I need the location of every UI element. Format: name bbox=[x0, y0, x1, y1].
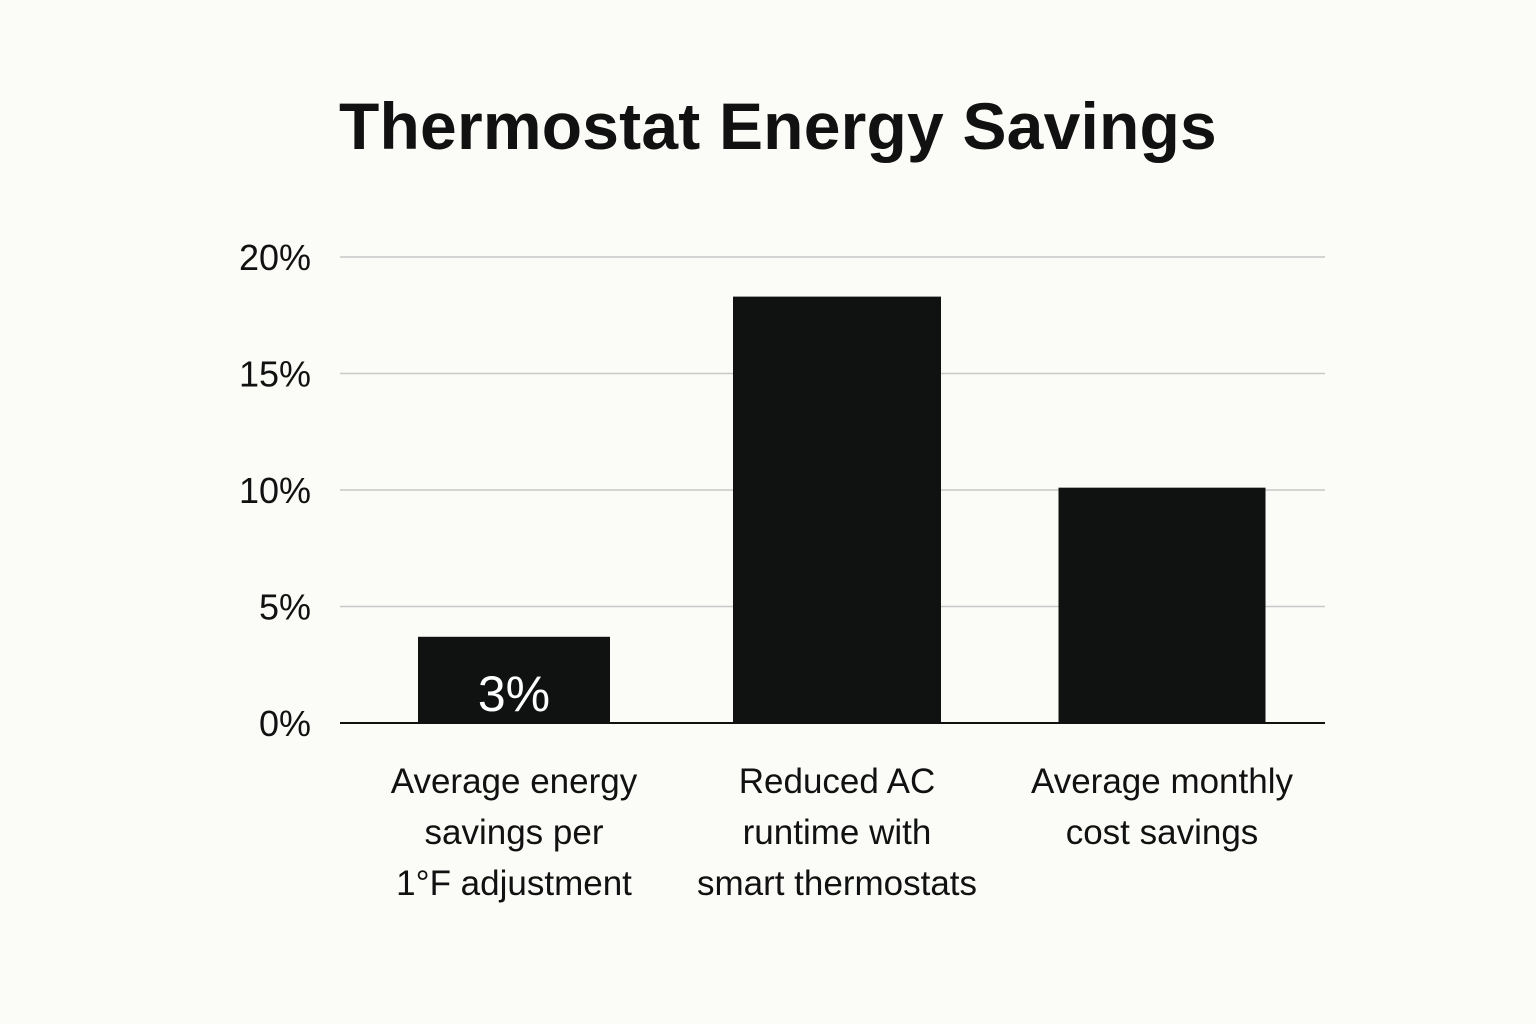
bar-data-label: 3% bbox=[478, 666, 550, 722]
chart-title: Thermostat Energy Savings bbox=[339, 89, 1217, 163]
y-tick-label: 0% bbox=[259, 703, 311, 744]
y-axis-ticks: 0% 5% 10% 15% 20% bbox=[239, 237, 311, 744]
y-tick-label: 10% bbox=[239, 470, 311, 511]
bar bbox=[1058, 487, 1266, 723]
category-labels: Average energy savings per 1°F adjustment R… bbox=[391, 762, 1294, 903]
bar bbox=[733, 296, 941, 723]
category-label: Average energy savings per 1°F adjustment bbox=[391, 762, 638, 903]
bar bbox=[418, 636, 610, 723]
y-tick-label: 20% bbox=[239, 237, 311, 278]
y-tick-label: 15% bbox=[239, 354, 311, 395]
y-tick-label: 5% bbox=[259, 587, 311, 628]
category-label: Reduced AC runtime with smart thermostats bbox=[697, 762, 977, 903]
bars: 3% bbox=[418, 296, 1266, 723]
category-label: Average monthly cost savings bbox=[1031, 762, 1294, 852]
